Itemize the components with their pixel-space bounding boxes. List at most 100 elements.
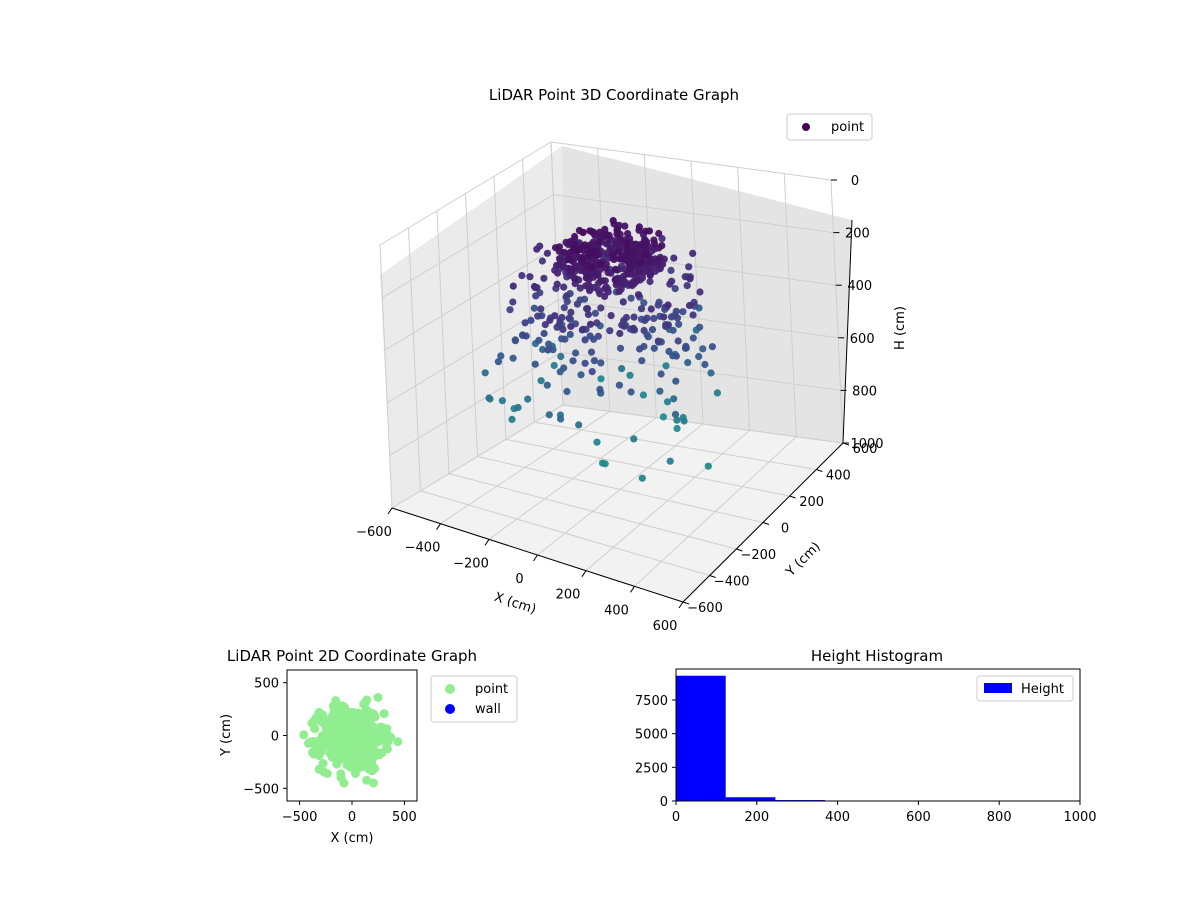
point-3d xyxy=(593,319,601,327)
point-3d xyxy=(704,462,712,470)
point-3d xyxy=(565,314,573,322)
point-3d xyxy=(621,222,629,230)
point-3d xyxy=(593,438,601,446)
legend-2d: point wall xyxy=(430,675,518,723)
point-3d xyxy=(616,329,624,338)
point-3d xyxy=(541,321,549,329)
point-3d xyxy=(662,362,670,370)
point-3d xyxy=(606,327,614,335)
point-3d xyxy=(592,270,600,278)
point-3d xyxy=(557,415,565,423)
point-3d xyxy=(569,357,577,365)
point-3d xyxy=(664,321,673,329)
x-tick-label-hist: 800 xyxy=(987,810,1012,825)
point-3d xyxy=(638,474,646,482)
point-3d xyxy=(546,316,554,324)
z-tick-label-3d: 600 xyxy=(850,332,875,347)
point-3d xyxy=(673,416,681,424)
point-3d xyxy=(602,264,610,272)
point-3d xyxy=(646,271,654,279)
point-2d xyxy=(373,693,383,702)
point-3d xyxy=(527,316,535,324)
point-3d xyxy=(624,240,632,248)
point-3d xyxy=(713,389,722,397)
point-2d xyxy=(349,733,359,742)
x-tick-label-3d: −200 xyxy=(453,556,489,571)
point-3d xyxy=(630,435,638,443)
point-3d xyxy=(561,335,569,343)
point-3d xyxy=(624,246,632,254)
point-3d xyxy=(597,375,605,383)
point-3d xyxy=(599,277,607,285)
point-3d xyxy=(538,257,547,265)
point-3d xyxy=(654,256,662,264)
point-3d xyxy=(640,326,648,335)
point-2d xyxy=(373,748,382,757)
point-3d xyxy=(685,301,694,310)
point-3d xyxy=(586,241,594,249)
point-3d xyxy=(618,365,626,373)
point-3d xyxy=(506,306,514,314)
x-tick-label-2d: 0 xyxy=(348,810,356,825)
plot-histogram: Height Histogram 0 200 400 600 800 1000 0 2500 5… xyxy=(635,647,1097,825)
point-3d xyxy=(596,260,604,268)
point-3d xyxy=(650,344,658,352)
point-2d xyxy=(379,709,389,719)
point-2d xyxy=(358,717,368,727)
point-2d xyxy=(321,739,331,749)
point-3d xyxy=(624,230,632,238)
x-tick-3d xyxy=(484,539,490,546)
point-3d xyxy=(634,291,643,299)
point-2d xyxy=(345,744,355,754)
point-3d xyxy=(594,332,602,340)
point-3d xyxy=(524,395,532,403)
x-tick-3d xyxy=(581,570,587,577)
point-3d xyxy=(591,309,600,317)
point-2d xyxy=(383,736,393,746)
point-3d xyxy=(635,268,643,276)
x-tick-label-2d: −500 xyxy=(282,810,318,825)
point-3d xyxy=(595,238,603,246)
ticks-2d: −500 0 500 −500 0 500 xyxy=(243,677,417,825)
point-3d xyxy=(576,284,584,292)
point-3d xyxy=(537,305,545,313)
y-tick-label-3d: 400 xyxy=(826,469,851,484)
point-3d xyxy=(557,352,565,361)
point-3d xyxy=(636,345,644,353)
point-3d xyxy=(701,360,709,369)
y-tick-3d xyxy=(736,548,743,552)
z-tick-label-3d: 0 xyxy=(851,174,859,189)
point-3d xyxy=(707,369,715,377)
point-3d xyxy=(639,391,648,399)
point-3d xyxy=(531,360,539,368)
point-3d xyxy=(545,411,553,419)
point-3d xyxy=(607,312,615,320)
point-3d xyxy=(494,358,502,366)
point-3d xyxy=(587,247,595,256)
point-3d xyxy=(617,236,625,245)
point-3d xyxy=(645,227,654,235)
x-tick-label-hist: 400 xyxy=(825,810,850,825)
point-3d xyxy=(657,370,665,378)
point-3d xyxy=(543,381,551,389)
y-axis-label-2d: Y (cm) xyxy=(219,714,234,757)
point-2d xyxy=(328,701,338,711)
point-3d xyxy=(553,280,561,288)
point-3d xyxy=(559,263,567,271)
grid-line-z xyxy=(386,299,839,404)
legend-2d-marker-wall xyxy=(445,704,455,714)
point-3d xyxy=(563,297,571,306)
point-2d xyxy=(393,737,403,747)
point-3d xyxy=(654,337,662,345)
point-3d xyxy=(540,274,548,282)
y-tick-label-3d: 0 xyxy=(781,522,789,537)
point-2d xyxy=(382,744,392,754)
point-3d xyxy=(575,226,584,235)
x-tick-label-2d: 500 xyxy=(392,810,417,825)
point-3d xyxy=(669,326,677,334)
grid-line-z xyxy=(389,351,841,456)
point-3d xyxy=(518,272,526,280)
point-3d xyxy=(679,308,687,316)
y-tick-3d xyxy=(816,469,823,472)
point-3d xyxy=(671,410,680,418)
